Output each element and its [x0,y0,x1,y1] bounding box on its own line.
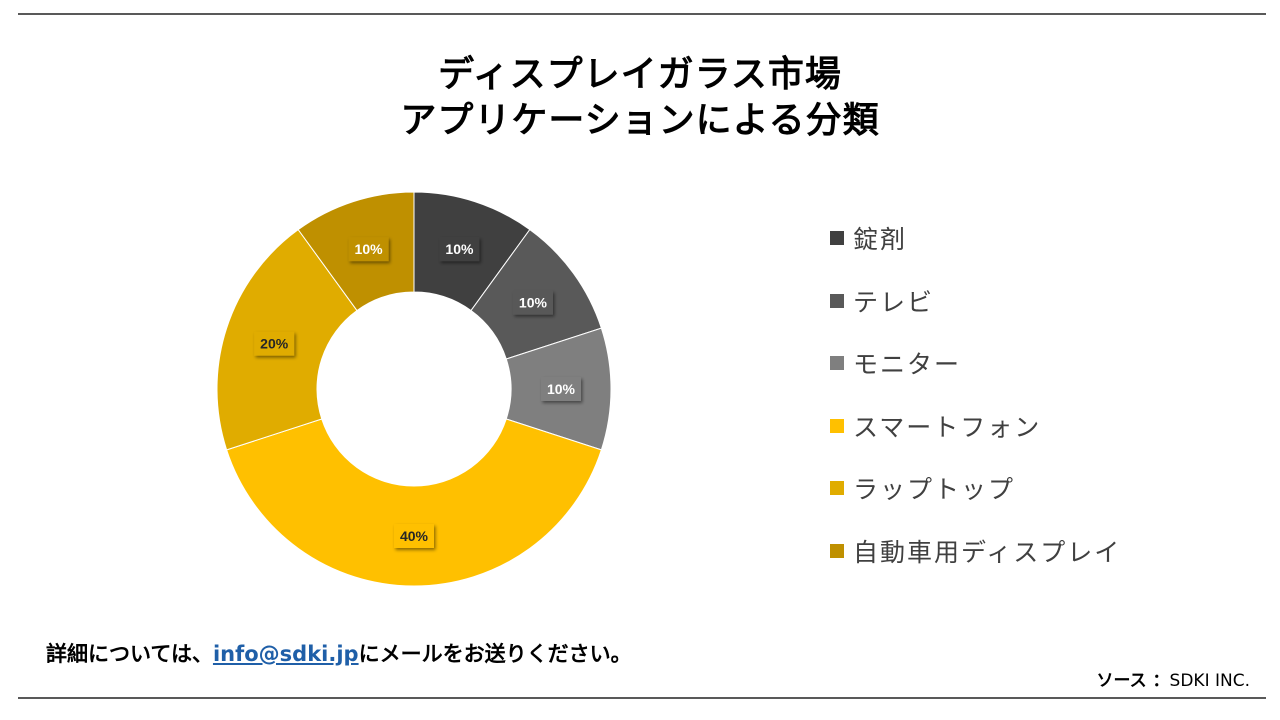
legend-label: テレビ [853,287,935,317]
source-line: ソース ：SDKI INC. [1096,666,1250,691]
legend-swatch [830,418,844,433]
top-rule [18,13,1266,15]
legend-label: 錠剤 [853,225,908,255]
legend-item: 錠剤 [830,207,1230,270]
legend-swatch [830,481,844,496]
data-label: 10% [512,290,553,315]
legend-label: ラップトップ [853,475,1016,505]
data-label: 20% [254,331,295,356]
data-label-text: 10% [445,241,474,257]
source-value: SDKI INC. [1169,671,1250,691]
data-label-text: 40% [400,528,429,544]
legend-item: スマートフォン [830,395,1230,458]
contact-email-link[interactable]: info@sdki.jp [212,642,359,666]
data-label-box [439,237,480,262]
chart-legend: 錠剤テレビモニタースマートフォン ラップトップ自動車用ディスプレイ [830,207,1230,582]
source-label: ソース ： [1096,671,1170,691]
contact-line: 詳細については、info@sdki.jpにメールをお送りください。 [46,638,632,668]
data-label-box [394,524,434,548]
legend-item: モニター [830,332,1230,395]
data-label-box [512,290,553,315]
legend-swatch [830,293,844,308]
legend-item: 自動車用ディスプレイ [830,520,1230,583]
data-label-text: 10% [355,241,384,257]
bottom-rule [18,697,1266,699]
data-label: 10% [541,377,581,401]
data-label-text: 10% [547,381,576,397]
data-label-box [254,331,295,356]
data-label-box [348,237,389,262]
data-label: 10% [348,237,389,262]
legend-label: 自動車用ディスプレイ [853,537,1122,567]
donut-slice [226,418,602,587]
data-label: 10% [439,237,480,262]
contact-prefix: 詳細については、 [46,642,213,666]
legend-label: スマートフォン [853,412,1042,442]
data-label: 40% [394,524,434,548]
contact-suffix: にメールをお送りください。 [358,642,632,666]
chart-title-line2: アプリケーションによる分類 [400,100,880,141]
legend-item: テレビ [830,270,1230,333]
chart-title: ディスプレイガラス市場 アプリケーションによる分類 [0,52,1280,144]
data-label-box [541,377,581,401]
data-label-text: 10% [519,295,548,311]
legend-swatch [830,543,844,558]
legend-item: ラップトップ [830,457,1230,520]
legend-swatch [830,356,844,371]
data-label-text: 20% [260,336,289,352]
legend-swatch [830,231,844,246]
legend-label: モニター [853,350,962,380]
chart-title-line1: ディスプレイガラス市場 [438,54,842,95]
